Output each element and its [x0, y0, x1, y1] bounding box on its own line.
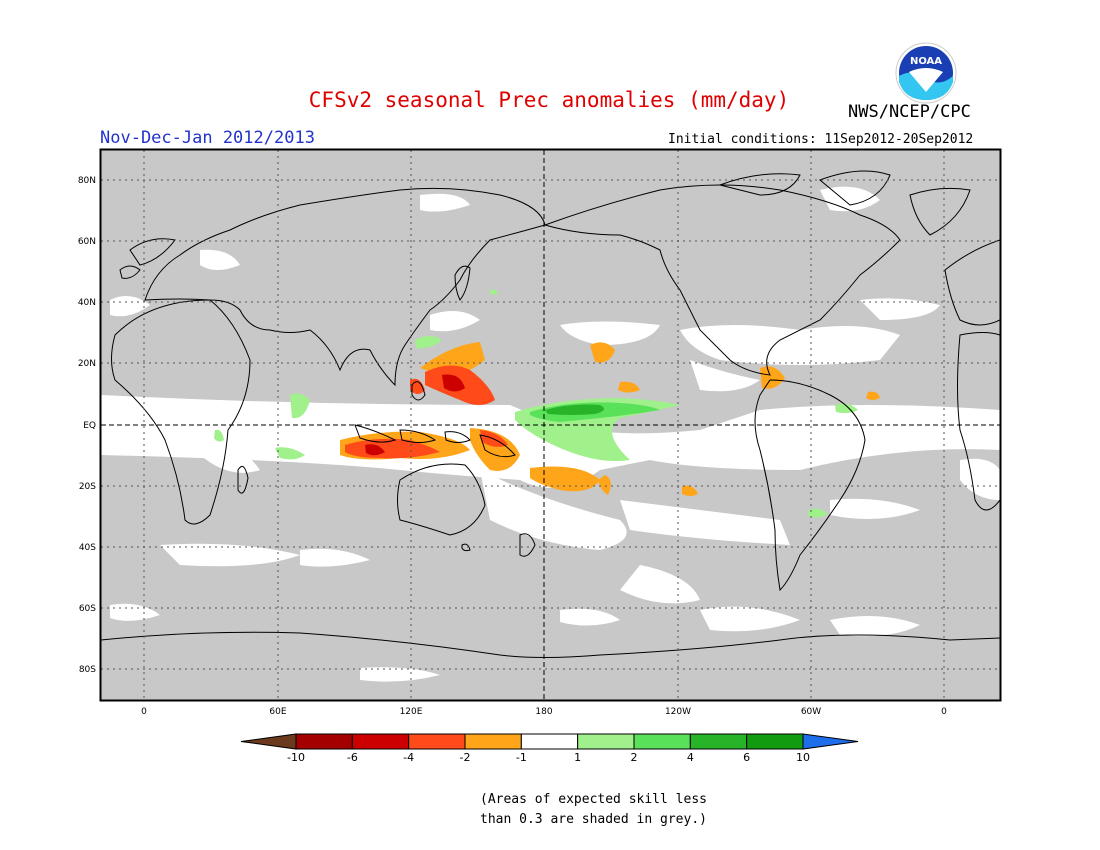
initial-conditions-label: Initial conditions: 11Sep2012-20Sep2012	[668, 132, 974, 147]
season-label: Nov-Dec-Jan 2012/2013	[100, 128, 315, 148]
chart-title: CFSv2 seasonal Prec anomalies (mm/day)	[308, 88, 790, 112]
lon-label: 60E	[269, 707, 286, 717]
neutral-anomaly-regions	[101, 186, 1000, 682]
lat-label: 20S	[79, 482, 96, 492]
skill-note-line-2: than 0.3 are shaded in grey.)	[480, 812, 707, 827]
equator-dateline	[101, 150, 1000, 700]
lat-label: EQ	[83, 421, 96, 431]
skill-note-line-1: (Areas of expected skill less	[480, 792, 707, 807]
longitude-axis: 0 60E 120E 180 120W 60W 0	[141, 707, 947, 717]
lat-label: 20N	[78, 359, 96, 369]
lon-label: 120W	[665, 707, 691, 717]
map-frame	[99, 148, 1002, 702]
lat-label: 60S	[79, 604, 96, 614]
lon-label: 120E	[400, 707, 423, 717]
lat-label: 40N	[78, 298, 96, 308]
logo-text: NOAA	[910, 56, 942, 67]
lon-label: 0	[141, 707, 147, 717]
latitude-axis: 80N 60N 40N 20N EQ 20S 40S 60S 80S	[78, 176, 96, 675]
lon-label: 60W	[801, 707, 821, 717]
coastlines	[101, 170, 1000, 658]
lat-label: 80S	[79, 665, 96, 675]
lat-label: 80N	[78, 176, 96, 186]
lat-label: 40S	[79, 543, 96, 553]
lon-label: 0	[941, 707, 947, 717]
wet-anomaly-strong-regions	[545, 404, 604, 415]
noaa-logo: NOAA	[895, 42, 957, 104]
organization-label: NWS/NCEP/CPC	[848, 102, 971, 122]
gridlines	[101, 150, 1000, 700]
dry-anomaly-strong-regions	[365, 374, 465, 456]
lon-label: 180	[535, 707, 552, 717]
lat-label: 60N	[78, 237, 96, 247]
